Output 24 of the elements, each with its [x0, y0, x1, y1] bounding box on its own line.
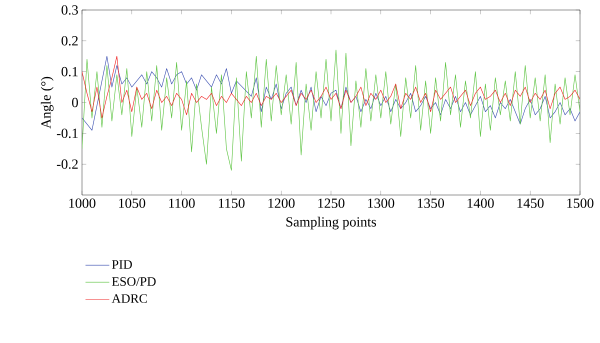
x-tick-label: 1300 [368, 198, 394, 208]
x-tick-label: 1450 [517, 198, 544, 208]
legend-label: PID [112, 260, 132, 269]
line-series [82, 56, 580, 118]
x-tick-label: 1350 [418, 198, 444, 208]
legend-label: ADRC [112, 294, 147, 303]
y-tick-label: 0.1 [62, 66, 78, 76]
y-tick-label: 0 [72, 98, 78, 108]
x-tick-label: 1200 [268, 198, 295, 208]
y-tick-label: -0.2 [56, 159, 78, 169]
x-tick-label: 1100 [169, 198, 195, 208]
x-tick-label: 1400 [468, 198, 494, 208]
x-tick-label: 1000 [69, 198, 96, 208]
legend-label: ESO/PD [112, 277, 156, 286]
x-axis-title: Sampling points [286, 216, 376, 230]
x-tick-label: 1500 [567, 198, 594, 208]
y-tick-label: -0.1 [56, 128, 78, 138]
x-tick-label: 1150 [218, 198, 245, 208]
x-tick-label: 1050 [119, 198, 146, 208]
x-tick-label: 1250 [318, 198, 344, 208]
y-axis-title: Angle (°) [40, 76, 54, 129]
line-series [82, 50, 580, 171]
y-tick-label: 0.3 [62, 5, 78, 15]
y-tick-label: 0.2 [62, 36, 78, 46]
